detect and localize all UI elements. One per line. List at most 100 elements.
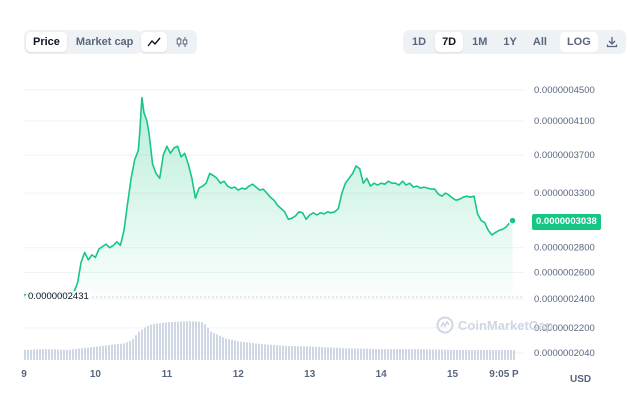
volume-bar <box>339 347 341 360</box>
volume-bar <box>354 348 356 360</box>
volume-bar <box>45 349 47 360</box>
volume-bar <box>177 321 179 360</box>
volume-bar <box>153 323 155 360</box>
volume-bar <box>30 349 32 360</box>
price-line <box>23 96 514 296</box>
volume-bar <box>465 349 467 360</box>
watermark: CoinMarketCap <box>436 316 553 334</box>
volume-bar <box>477 349 479 360</box>
volume-bar <box>42 349 44 360</box>
volume-bar <box>351 348 353 360</box>
x-tick-label: 10 <box>90 369 102 380</box>
volume-bar <box>126 342 128 360</box>
volume-bar <box>306 346 308 360</box>
volume-bar <box>183 321 185 360</box>
volume-bar <box>282 345 284 360</box>
volume-bar <box>213 332 215 360</box>
volume-bar <box>438 349 440 360</box>
volume-bar <box>300 346 302 360</box>
volume-bar <box>270 344 272 360</box>
volume-bar <box>147 325 149 360</box>
view-tabs: Price Market cap <box>24 30 143 54</box>
y-tick-label: 0.0000002800 <box>534 243 595 254</box>
volume-bar <box>258 343 260 360</box>
x-tick-label: 13 <box>304 369 316 380</box>
volume-bar <box>429 349 431 360</box>
volume-bar <box>204 324 206 360</box>
volume-bar <box>504 349 506 360</box>
coinmarketcap-logo-icon <box>436 316 454 334</box>
volume-bar <box>288 345 290 360</box>
volume-bar <box>75 348 77 360</box>
volume-bar <box>186 321 188 360</box>
volume-bar <box>273 345 275 360</box>
range-1y[interactable]: 1Y <box>503 36 517 48</box>
y-tick-label: 0.0000002200 <box>534 323 595 334</box>
line-chart-button[interactable] <box>141 32 167 52</box>
volume-bar <box>342 348 344 360</box>
volume-bar <box>285 345 287 360</box>
volume-bar <box>66 349 68 360</box>
y-tick-label: 0.0000002400 <box>534 294 595 305</box>
watermark-text: CoinMarketCap <box>458 317 554 333</box>
y-tick-label: 0.0000004100 <box>534 116 595 127</box>
volume-bar <box>108 345 110 360</box>
range-1d[interactable]: 1D <box>412 36 427 48</box>
volume-bar <box>123 343 125 360</box>
y-tick-label: 0.0000004500 <box>534 85 595 96</box>
volume-bar <box>348 348 350 360</box>
price-area-fill <box>24 97 513 297</box>
price-area <box>23 96 517 297</box>
volume-bar <box>324 347 326 360</box>
volume-bar <box>36 349 38 360</box>
volume-bar <box>120 343 122 360</box>
download-button[interactable] <box>600 32 624 52</box>
volume-bar <box>312 346 314 360</box>
range-7d[interactable]: 7D <box>435 32 464 52</box>
volume-bar <box>489 349 491 360</box>
candlestick-button[interactable] <box>169 32 195 52</box>
volume-bar <box>369 348 371 360</box>
tab-market-cap[interactable]: Market cap <box>75 36 134 48</box>
volume-bar <box>60 349 62 360</box>
volume-bar <box>117 344 119 360</box>
volume-bar <box>171 321 173 360</box>
volume-bar <box>372 348 374 360</box>
volume-bar <box>414 349 416 360</box>
volume-bar <box>63 349 65 360</box>
volume-bar <box>222 337 224 360</box>
volume-bar <box>267 344 269 360</box>
volume-bar <box>111 344 113 360</box>
volume-bar <box>468 349 470 360</box>
volume-bar <box>357 348 359 360</box>
volume-bar <box>69 349 71 360</box>
y-tick-label: 0.0000003700 <box>534 150 595 161</box>
volume-bar <box>240 341 242 360</box>
volume-bar <box>483 349 485 360</box>
volume-bar <box>84 347 86 360</box>
volume-bar <box>48 349 50 360</box>
volume-bar <box>135 335 137 360</box>
volume-bar <box>180 321 182 360</box>
volume-bar <box>237 341 239 360</box>
volume-bar <box>132 338 134 360</box>
volume-bar <box>336 347 338 360</box>
volume-bar <box>384 349 386 360</box>
volume-bar <box>492 349 494 360</box>
volume-bar <box>246 342 248 360</box>
range-1m[interactable]: 1M <box>472 36 488 48</box>
volume-bar <box>426 349 428 360</box>
x-axis-labels: 9 10 11 12 13 14 15 9:05 P <box>21 369 519 380</box>
volume-bar <box>309 346 311 360</box>
log-scale-button[interactable]: LOG <box>559 32 598 52</box>
tab-price[interactable]: Price <box>26 32 67 52</box>
volume-bar <box>90 347 92 360</box>
volume-bar <box>315 346 317 360</box>
x-tick-label: 9:05 P <box>489 369 519 380</box>
chart-style-toggle <box>139 30 197 54</box>
currency-label: USD <box>570 374 592 385</box>
volume-bar <box>480 349 482 360</box>
volume-bar <box>321 347 323 360</box>
volume-bar <box>441 349 443 360</box>
range-all[interactable]: All <box>532 36 547 48</box>
